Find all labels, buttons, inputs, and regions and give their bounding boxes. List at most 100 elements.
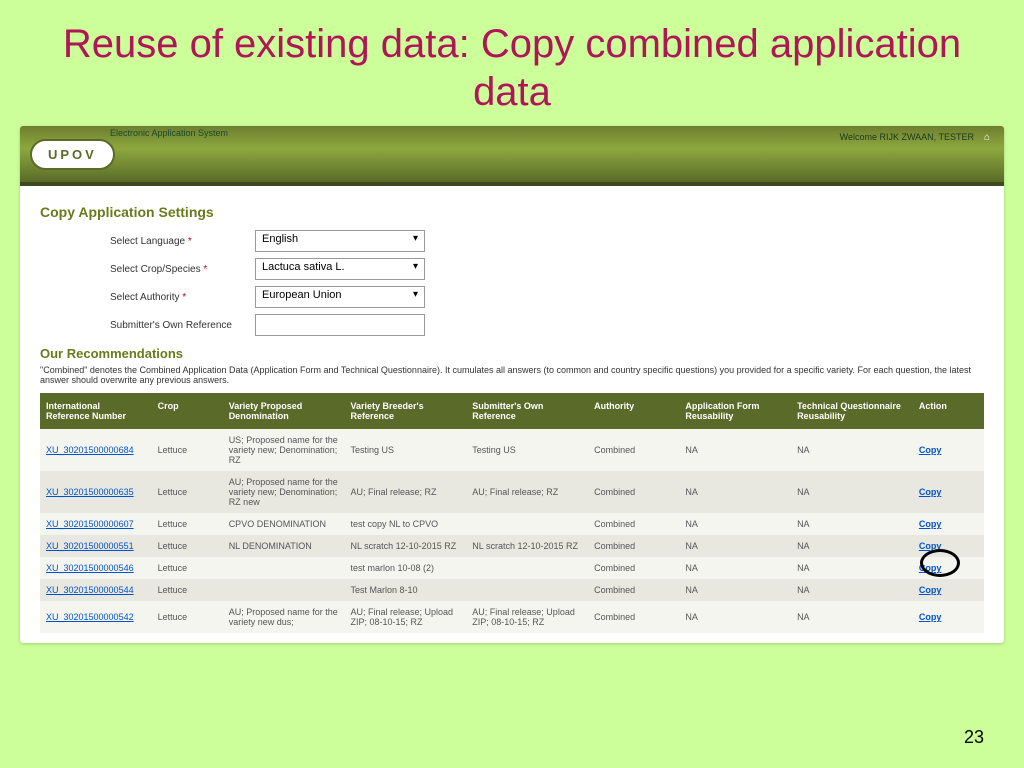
- table-cell: AU; Proposed name for the variety new; D…: [223, 471, 345, 513]
- table-cell: NA: [679, 557, 791, 579]
- table-cell: NA: [791, 429, 913, 471]
- recommendations-note: "Combined" denotes the Combined Applicat…: [40, 365, 984, 385]
- form-row-ownref: Submitter's Own Reference: [110, 314, 984, 336]
- table-cell: Lettuce: [152, 535, 223, 557]
- table-header-cell[interactable]: Authority: [588, 393, 679, 429]
- table-header-cell[interactable]: Variety Proposed Denomination: [223, 393, 345, 429]
- table-cell: NA: [791, 557, 913, 579]
- upov-logo: UPOV: [30, 139, 115, 170]
- ref-link[interactable]: XU_30201500000607: [46, 519, 134, 529]
- settings-title: Copy Application Settings: [40, 204, 984, 220]
- ref-link[interactable]: XU_30201500000542: [46, 612, 134, 622]
- table-cell: Copy: [913, 535, 984, 557]
- table-cell: Combined: [588, 535, 679, 557]
- table-cell: XU_30201500000544: [40, 579, 152, 601]
- table-cell: AU; Final release; RZ: [466, 471, 588, 513]
- form-row-crop: Select Crop/Species * Lactuca sativa L.: [110, 258, 984, 280]
- language-select[interactable]: English: [255, 230, 425, 252]
- table-row: XU_30201500000635 LettuceAU; Proposed nam…: [40, 471, 984, 513]
- table-cell: Copy: [913, 513, 984, 535]
- table-cell: Lettuce: [152, 579, 223, 601]
- ref-link[interactable]: XU_30201500000544: [46, 585, 134, 595]
- copy-link[interactable]: Copy: [919, 519, 942, 529]
- table-cell: Copy: [913, 579, 984, 601]
- table-cell: Copy: [913, 601, 984, 633]
- app-subtitle: Electronic Application System: [110, 128, 228, 138]
- table-cell: Copy: [913, 471, 984, 513]
- copy-link[interactable]: Copy: [919, 445, 942, 455]
- table-cell: [223, 579, 345, 601]
- language-label: Select Language *: [110, 236, 255, 247]
- table-row: XU_30201500000607LettuceCPVO DENOMINATIO…: [40, 513, 984, 535]
- ownref-label: Submitter's Own Reference: [110, 320, 255, 331]
- table-cell: Combined: [588, 601, 679, 633]
- table-cell: NA: [791, 471, 913, 513]
- app-window: Electronic Application System UPOV Welco…: [20, 126, 1004, 643]
- table-cell: NL scratch 12-10-2015 RZ: [466, 535, 588, 557]
- table-header-cell[interactable]: International Reference Number: [40, 393, 152, 429]
- authority-select[interactable]: European Union: [255, 286, 425, 308]
- table-cell: AU; Proposed name for the variety new du…: [223, 601, 345, 633]
- copy-link[interactable]: Copy: [919, 585, 942, 595]
- app-header: Electronic Application System UPOV Welco…: [20, 126, 1004, 186]
- ref-link[interactable]: XU_30201500000635: [46, 487, 134, 497]
- table-cell: NA: [679, 471, 791, 513]
- table-row: XU_30201500000684 LettuceUS; Proposed nam…: [40, 429, 984, 471]
- table-cell: Test Marlon 8-10: [344, 579, 466, 601]
- table-cell: XU_30201500000684: [40, 429, 152, 471]
- copy-link[interactable]: Copy: [919, 612, 942, 622]
- table-cell: NA: [791, 579, 913, 601]
- table-cell: Combined: [588, 579, 679, 601]
- table-header-cell[interactable]: Action: [913, 393, 984, 429]
- form-row-authority: Select Authority * European Union: [110, 286, 984, 308]
- table-cell: NA: [679, 429, 791, 471]
- ownref-input[interactable]: [255, 314, 425, 336]
- copy-link[interactable]: Copy: [919, 541, 942, 551]
- table-row: XU_30201500000546Lettucetest marlon 10-0…: [40, 557, 984, 579]
- table-cell: NA: [679, 579, 791, 601]
- table-cell: NA: [679, 513, 791, 535]
- ref-link[interactable]: XU_30201500000684: [46, 445, 134, 455]
- table-header-cell[interactable]: Crop: [152, 393, 223, 429]
- table-cell: NA: [679, 601, 791, 633]
- table-cell: AU; Final release; Upload ZIP; 08-10-15;…: [344, 601, 466, 633]
- ref-link[interactable]: XU_30201500000551: [46, 541, 134, 551]
- table-row: XU_30201500000542 LettuceAU; Proposed nam…: [40, 601, 984, 633]
- table-cell: NL scratch 12-10-2015 RZ: [344, 535, 466, 557]
- table-cell: CPVO DENOMINATION: [223, 513, 345, 535]
- table-cell: Combined: [588, 557, 679, 579]
- welcome-text: Welcome RIJK ZWAAN, TESTER: [840, 132, 974, 142]
- content-area: Copy Application Settings Select Languag…: [20, 186, 1004, 643]
- table-cell: XU_30201500000607: [40, 513, 152, 535]
- table-cell: test copy NL to CPVO: [344, 513, 466, 535]
- table-cell: Combined: [588, 429, 679, 471]
- table-cell: Lettuce: [152, 429, 223, 471]
- table-header-cell[interactable]: Application Form Reusability: [679, 393, 791, 429]
- table-cell: Combined: [588, 513, 679, 535]
- table-cell: AU; Final release; RZ: [344, 471, 466, 513]
- table-cell: Lettuce: [152, 601, 223, 633]
- table-cell: NA: [679, 535, 791, 557]
- table-cell: [466, 557, 588, 579]
- home-icon[interactable]: ⌂: [984, 132, 996, 144]
- table-header-cell[interactable]: Submitter's Own Reference: [466, 393, 588, 429]
- table-cell: XU_30201500000635: [40, 471, 152, 513]
- table-cell: test marlon 10-08 (2): [344, 557, 466, 579]
- table-row: XU_30201500000551LettuceNL DENOMINATIONN…: [40, 535, 984, 557]
- table-cell: XU_30201500000551: [40, 535, 152, 557]
- form-row-language: Select Language * English: [110, 230, 984, 252]
- copy-link[interactable]: Copy: [919, 487, 942, 497]
- table-cell: Lettuce: [152, 471, 223, 513]
- authority-label: Select Authority *: [110, 292, 255, 303]
- crop-label: Select Crop/Species *: [110, 264, 255, 275]
- table-cell: NA: [791, 513, 913, 535]
- crop-select[interactable]: Lactuca sativa L.: [255, 258, 425, 280]
- table-cell: Testing US: [466, 429, 588, 471]
- table-cell: US; Proposed name for the variety new; D…: [223, 429, 345, 471]
- ref-link[interactable]: XU_30201500000546: [46, 563, 134, 573]
- table-header-cell[interactable]: Variety Breeder's Reference: [344, 393, 466, 429]
- copy-link[interactable]: Copy: [919, 563, 942, 573]
- table-cell: [223, 557, 345, 579]
- slide-title: Reuse of existing data: Copy combined ap…: [0, 0, 1024, 126]
- table-header-cell[interactable]: Technical Questionnaire Reusability: [791, 393, 913, 429]
